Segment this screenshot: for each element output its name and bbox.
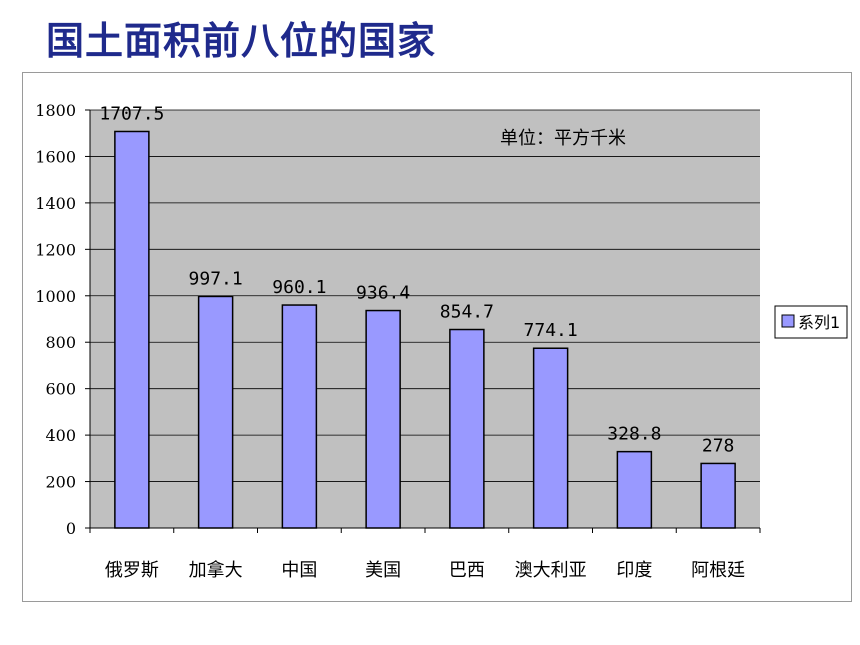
legend-label: 系列1 [798, 313, 840, 332]
y-tick-label: 1400 [35, 194, 76, 213]
plot-area [90, 110, 760, 528]
axes [89, 110, 761, 533]
x-tick-label: 巴西 [449, 560, 485, 581]
data-label: 774.1 [524, 320, 578, 341]
y-tick-label: 1200 [35, 240, 76, 259]
y-tick-label: 800 [45, 333, 76, 352]
x-tick-label: 澳大利亚 [515, 560, 587, 581]
x-tick-label: 印度 [616, 560, 652, 581]
data-label: 960.1 [272, 277, 326, 298]
y-tick-label: 1000 [35, 287, 76, 306]
x-tick-label: 阿根廷 [691, 560, 745, 581]
bar [365, 309, 401, 529]
y-tick-labels: 0 200 400 600 800 1000 1200 1400 1600 1800 [35, 101, 76, 538]
bar [700, 462, 736, 529]
bar [281, 304, 318, 529]
x-tick-label: 俄罗斯 [105, 560, 159, 581]
data-labels: 1707.5 997.1 960.1 936.4 854.7 774.1 328.8 278 [99, 103, 734, 456]
bar [197, 295, 234, 529]
legend-swatch [781, 314, 795, 328]
data-label: 936.4 [356, 283, 410, 304]
y-tick-label: 600 [45, 380, 76, 399]
data-label: 854.7 [440, 302, 494, 323]
y-tick-label: 1800 [35, 101, 76, 120]
legend: 系列1 [774, 305, 848, 339]
bar [616, 450, 653, 529]
bar [114, 130, 150, 529]
y-tick-label: 0 [66, 519, 76, 538]
x-tick-label: 加拿大 [189, 559, 243, 581]
data-label: 1707.5 [99, 103, 164, 124]
y-tick-label: 1600 [35, 147, 76, 166]
y-tick-label: 400 [45, 426, 76, 445]
y-tick-label: 200 [45, 473, 76, 492]
data-label: 278 [702, 435, 735, 456]
data-label: 328.8 [607, 424, 661, 445]
x-tick-label: 美国 [365, 560, 401, 581]
unit-annotation: 单位：平方千米 [500, 128, 626, 149]
page-title: 国土面积前八位的国家 [46, 19, 437, 63]
x-tick-labels: 俄罗斯 加拿大 中国 美国 巴西 澳大利亚 印度 阿根廷 [105, 559, 745, 581]
bar [532, 347, 569, 529]
x-tick-label: 中国 [281, 560, 317, 581]
bar [449, 328, 485, 529]
bars [114, 130, 736, 529]
data-label: 997.1 [189, 268, 243, 289]
